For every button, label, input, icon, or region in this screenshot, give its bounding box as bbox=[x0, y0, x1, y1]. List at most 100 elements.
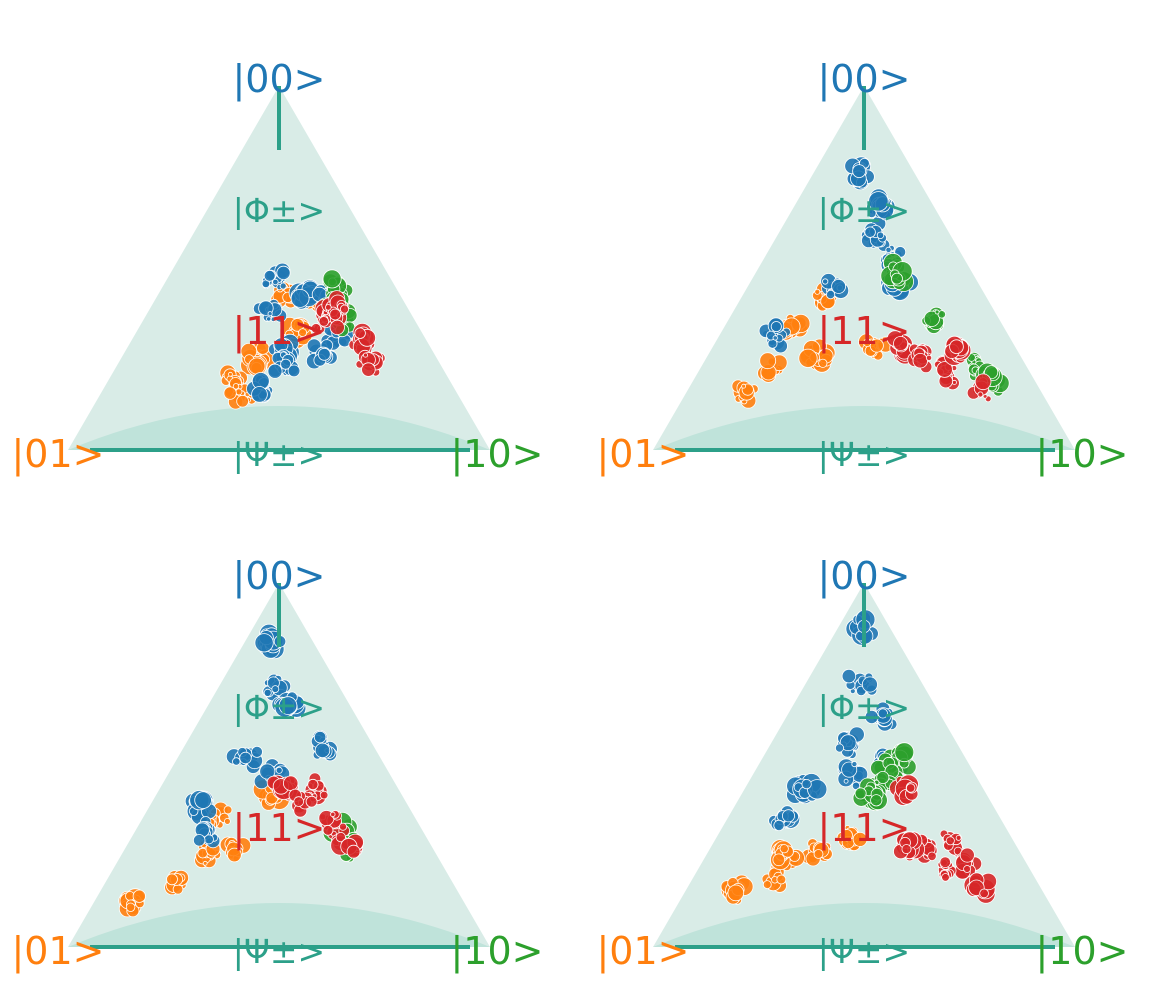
data-point-01 bbox=[762, 880, 772, 890]
data-point-00 bbox=[852, 164, 867, 179]
data-point-00 bbox=[773, 819, 785, 831]
data-point-00 bbox=[279, 282, 287, 290]
label-psi: |Ψ±> bbox=[818, 435, 910, 474]
data-point-01 bbox=[227, 371, 233, 377]
data-point-00 bbox=[263, 688, 272, 697]
data-point-01 bbox=[232, 383, 240, 390]
data-point-01 bbox=[727, 884, 745, 902]
label-00: |00> bbox=[233, 554, 326, 599]
data-point-00 bbox=[313, 730, 327, 744]
panel-3: |00> |01> |10> |Φ±> |11> |Ψ±> bbox=[0, 497, 584, 993]
data-point-11 bbox=[330, 811, 336, 818]
label-psi: |Ψ±> bbox=[818, 932, 910, 971]
data-point-00 bbox=[843, 778, 849, 784]
data-point-00 bbox=[232, 757, 241, 766]
panel-4: |00> |01> |10> |Φ±> |11> |Ψ±> bbox=[585, 497, 1169, 993]
data-point-01 bbox=[818, 358, 828, 368]
data-point-00 bbox=[807, 779, 828, 800]
data-point-00 bbox=[772, 335, 778, 341]
data-point-00 bbox=[801, 778, 812, 790]
data-point-11 bbox=[925, 354, 933, 361]
data-point-10 bbox=[870, 794, 883, 807]
data-point-11 bbox=[912, 353, 929, 369]
data-point-10 bbox=[876, 770, 890, 784]
points-layer bbox=[118, 623, 364, 918]
data-point-00 bbox=[280, 358, 292, 370]
data-point-11 bbox=[955, 834, 962, 841]
data-point-00 bbox=[267, 363, 283, 379]
data-point-00 bbox=[781, 809, 795, 823]
label-11: |11> bbox=[233, 309, 326, 354]
points-layer bbox=[219, 262, 386, 410]
data-point-00 bbox=[267, 311, 273, 317]
points-layer bbox=[720, 609, 998, 905]
data-point-11 bbox=[335, 831, 346, 843]
data-point-01 bbox=[248, 357, 266, 375]
data-point-01 bbox=[759, 352, 777, 370]
panel-1: |00> |01> |10> |Φ±> |11> |Ψ±> bbox=[0, 0, 584, 496]
data-point-00 bbox=[861, 676, 878, 693]
label-01: |01> bbox=[12, 929, 105, 974]
label-phi: |Φ±> bbox=[233, 688, 325, 727]
data-point-00 bbox=[841, 668, 857, 684]
data-point-11 bbox=[963, 865, 972, 873]
data-point-11 bbox=[362, 352, 368, 358]
data-point-00 bbox=[770, 321, 782, 333]
data-point-00 bbox=[868, 191, 889, 212]
data-point-00 bbox=[194, 791, 212, 809]
data-point-10 bbox=[891, 272, 903, 285]
data-point-11 bbox=[310, 323, 322, 334]
data-point-10 bbox=[934, 309, 940, 315]
data-point-10 bbox=[322, 269, 342, 289]
label-10: |10> bbox=[1036, 432, 1129, 477]
data-point-11 bbox=[319, 790, 329, 800]
data-point-00 bbox=[876, 231, 885, 239]
data-point-01 bbox=[779, 844, 789, 854]
data-point-11 bbox=[338, 822, 347, 831]
data-point-00 bbox=[831, 278, 847, 294]
data-point-00 bbox=[822, 278, 829, 285]
data-point-00 bbox=[278, 696, 298, 715]
points-layer bbox=[731, 156, 1010, 409]
data-point-01 bbox=[223, 386, 237, 400]
data-point-01 bbox=[840, 829, 853, 842]
data-point-00 bbox=[251, 745, 263, 758]
data-point-01 bbox=[290, 318, 305, 332]
data-point-01 bbox=[223, 817, 231, 825]
data-point-11 bbox=[936, 361, 953, 378]
label-phi: |Φ±> bbox=[818, 191, 910, 230]
data-point-01 bbox=[741, 383, 747, 389]
data-point-00 bbox=[254, 633, 274, 653]
data-point-01 bbox=[814, 288, 821, 295]
data-point-00 bbox=[266, 316, 272, 322]
data-point-01 bbox=[166, 873, 178, 886]
data-point-00 bbox=[864, 709, 879, 724]
data-point-11 bbox=[949, 339, 964, 355]
data-point-11 bbox=[307, 778, 319, 791]
label-10: |10> bbox=[1036, 929, 1129, 974]
data-point-01 bbox=[813, 849, 824, 859]
data-point-11 bbox=[893, 335, 909, 351]
data-point-00 bbox=[259, 763, 276, 780]
data-point-11 bbox=[977, 391, 984, 398]
label-phi: |Φ±> bbox=[233, 191, 325, 230]
simplex-inner-region bbox=[653, 406, 1075, 450]
data-point-11 bbox=[979, 888, 989, 899]
data-point-00 bbox=[826, 289, 836, 300]
label-00: |00> bbox=[233, 57, 326, 102]
data-point-00 bbox=[834, 743, 844, 753]
data-point-01 bbox=[132, 889, 146, 903]
data-point-00 bbox=[885, 246, 892, 253]
label-01: |01> bbox=[597, 929, 690, 974]
data-point-00 bbox=[275, 766, 283, 774]
label-11: |11> bbox=[818, 806, 911, 851]
data-point-01 bbox=[125, 902, 136, 913]
data-point-11 bbox=[354, 327, 366, 339]
data-point-00 bbox=[317, 347, 331, 361]
data-point-10 bbox=[923, 310, 940, 327]
data-point-00 bbox=[239, 751, 252, 765]
data-point-01 bbox=[202, 860, 208, 866]
data-point-00 bbox=[272, 278, 279, 286]
data-point-01 bbox=[298, 328, 308, 338]
